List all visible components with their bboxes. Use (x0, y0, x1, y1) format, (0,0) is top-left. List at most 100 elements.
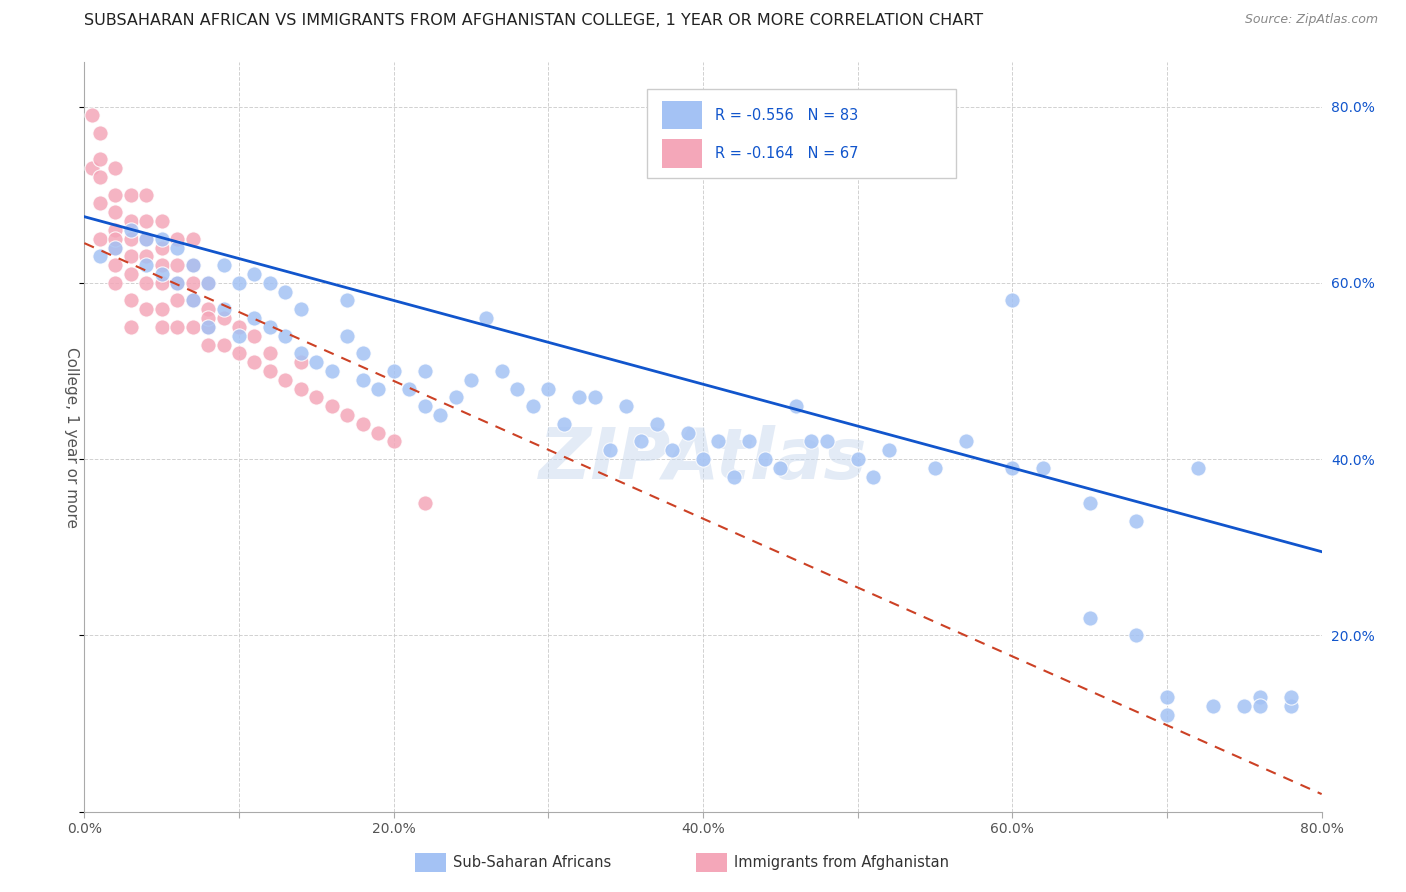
Point (89, 249, 111, 263)
Point (336, 293, 359, 308)
Point (212, 302, 235, 317)
Point (166, 293, 188, 308)
Text: SUBSAHARAN AFRICAN VS IMMIGRANTS FROM AFGHANISTAN COLLEGE, 1 YEAR OR MORE CORREL: SUBSAHARAN AFRICAN VS IMMIGRANTS FROM AF… (84, 13, 983, 29)
Point (413, 399, 436, 413)
Point (104, 232, 127, 246)
Point (150, 214, 173, 228)
Point (274, 328, 297, 343)
Point (707, 434, 730, 449)
Point (181, 258, 204, 272)
Point (1279, 698, 1302, 713)
Point (290, 382, 312, 396)
Point (321, 399, 343, 413)
Point (537, 382, 560, 396)
Point (166, 319, 188, 334)
Point (82, 108, 104, 122)
Point (197, 276, 219, 290)
Point (228, 319, 250, 334)
Point (243, 267, 266, 281)
Point (352, 417, 374, 431)
Point (243, 328, 266, 343)
Point (89, 126, 111, 140)
Point (614, 399, 637, 413)
Point (166, 232, 188, 246)
Point (104, 276, 127, 290)
Point (754, 452, 776, 467)
Point (506, 382, 529, 396)
Point (166, 276, 188, 290)
Point (290, 302, 312, 317)
Point (877, 443, 900, 458)
Point (120, 187, 142, 202)
Point (166, 276, 188, 290)
Point (367, 425, 389, 440)
Point (1156, 707, 1178, 722)
Point (785, 399, 807, 413)
Point (212, 311, 235, 326)
Point (120, 267, 142, 281)
Point (290, 355, 312, 369)
Point (104, 258, 127, 272)
Point (104, 241, 127, 255)
Point (197, 319, 219, 334)
Point (1249, 690, 1271, 705)
Point (568, 391, 591, 405)
Point (846, 452, 869, 467)
Point (135, 258, 157, 272)
Point (429, 408, 451, 422)
Point (645, 417, 668, 431)
Point (1279, 690, 1302, 705)
Point (661, 443, 683, 458)
Point (491, 364, 513, 378)
Point (120, 232, 142, 246)
Point (274, 373, 297, 387)
Point (120, 293, 142, 308)
Point (181, 258, 204, 272)
Point (212, 258, 235, 272)
Point (135, 276, 157, 290)
Point (398, 382, 420, 396)
Point (104, 187, 127, 202)
Point (181, 293, 204, 308)
Point (82, 161, 104, 176)
Point (413, 496, 436, 510)
Point (336, 328, 359, 343)
Point (1032, 461, 1054, 475)
Text: Immigrants from Afghanistan: Immigrants from Afghanistan (734, 855, 949, 870)
Point (1078, 496, 1101, 510)
Point (1125, 628, 1147, 642)
Point (1187, 461, 1209, 475)
Point (1001, 461, 1024, 475)
Point (522, 399, 544, 413)
Point (924, 461, 946, 475)
Point (274, 285, 297, 299)
Point (243, 311, 266, 326)
Text: R = -0.164   N = 67: R = -0.164 N = 67 (714, 146, 858, 161)
Point (135, 249, 157, 263)
Point (104, 223, 127, 237)
Point (738, 434, 761, 449)
Point (89, 232, 111, 246)
Text: Sub-Saharan Africans: Sub-Saharan Africans (453, 855, 612, 870)
Point (259, 319, 281, 334)
Point (1156, 690, 1178, 705)
Point (305, 391, 328, 405)
Point (166, 241, 188, 255)
Point (150, 302, 173, 317)
Point (800, 434, 823, 449)
Point (150, 276, 173, 290)
Point (475, 311, 498, 326)
Point (1249, 698, 1271, 713)
Point (150, 232, 173, 246)
Bar (662, 101, 703, 129)
Point (259, 276, 281, 290)
Point (89, 169, 111, 184)
Point (228, 346, 250, 360)
Point (630, 434, 652, 449)
Point (197, 311, 219, 326)
Point (197, 276, 219, 290)
Point (89, 196, 111, 211)
Point (181, 232, 204, 246)
Point (259, 364, 281, 378)
Point (599, 443, 621, 458)
